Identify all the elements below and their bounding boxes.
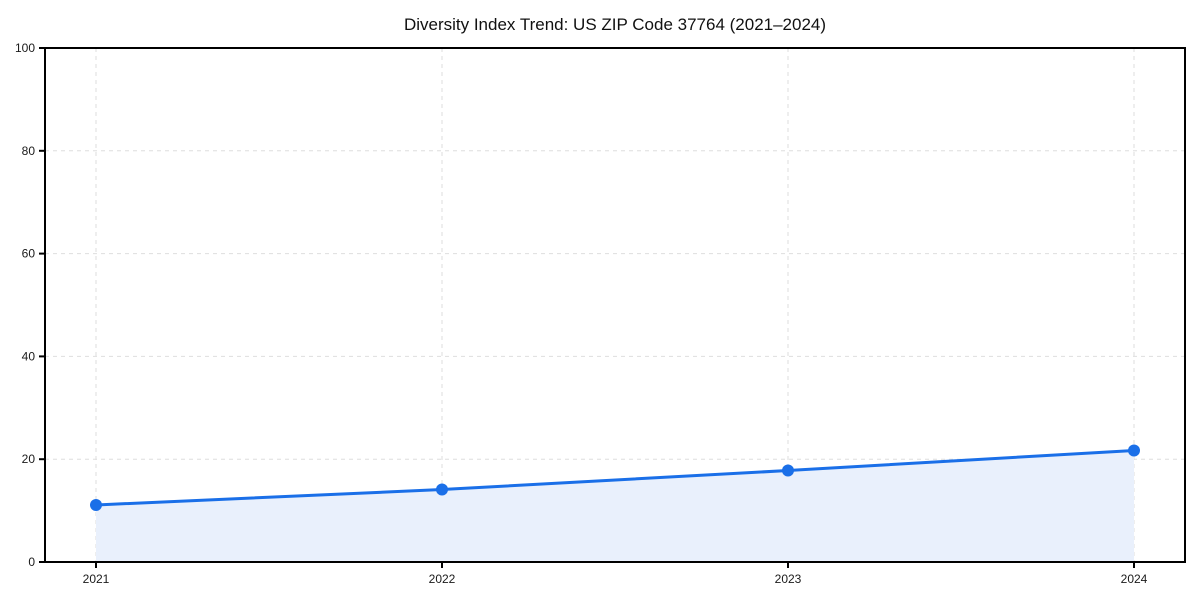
x-tick-label: 2024	[1121, 572, 1148, 586]
area-fill-shape	[96, 450, 1134, 562]
data-point	[436, 483, 448, 496]
y-tick-label: 0	[28, 555, 35, 569]
trend-line-path	[94, 448, 1136, 507]
trend-line	[94, 448, 1136, 507]
data-point	[1128, 444, 1140, 457]
data-point	[782, 464, 794, 477]
axes-spines	[44, 47, 1186, 563]
tick-labels: 2021 2022 2023 2024 0 20 40 60 80 100	[15, 41, 1148, 586]
data-point	[90, 498, 102, 511]
axes-box	[44, 47, 1186, 563]
x-tick-label: 2021	[83, 572, 110, 586]
tick-marks	[39, 47, 1135, 568]
y-tick-label: 60	[22, 247, 36, 261]
y-tick-label: 80	[22, 144, 36, 158]
area-fill	[96, 450, 1134, 562]
x-tick-label: 2023	[775, 572, 802, 586]
x-tick-label: 2022	[429, 572, 456, 586]
y-tick-label: 20	[22, 452, 36, 466]
y-tick-label: 100	[15, 41, 35, 55]
data-points	[90, 444, 1140, 511]
chart-title: Diversity Index Trend: US ZIP Code 37764…	[404, 15, 826, 34]
y-tick-label: 40	[22, 349, 36, 363]
